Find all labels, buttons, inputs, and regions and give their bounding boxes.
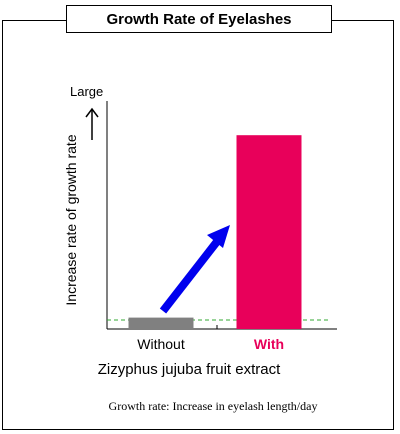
increase-arrow-shaft (159, 236, 223, 314)
footnote: Growth rate: Increase in eyelash length/… (109, 399, 318, 413)
category-label-without: Without (137, 336, 185, 352)
y-top-label: Large (70, 84, 103, 99)
chart-title-box: Growth Rate of Eyelashes (66, 5, 332, 33)
bar-without (128, 317, 194, 329)
increase-arrow (159, 225, 230, 314)
up-arrow-icon (85, 107, 99, 140)
x-axis-label: Zizyphus jujuba fruit extract (98, 361, 281, 378)
category-label-with: With (254, 336, 284, 352)
increase-arrow-head (207, 225, 230, 248)
chart-title: Growth Rate of Eyelashes (106, 10, 292, 28)
bar-with (236, 135, 302, 329)
y-axis-label: Increase rate of growth rate (63, 134, 79, 305)
